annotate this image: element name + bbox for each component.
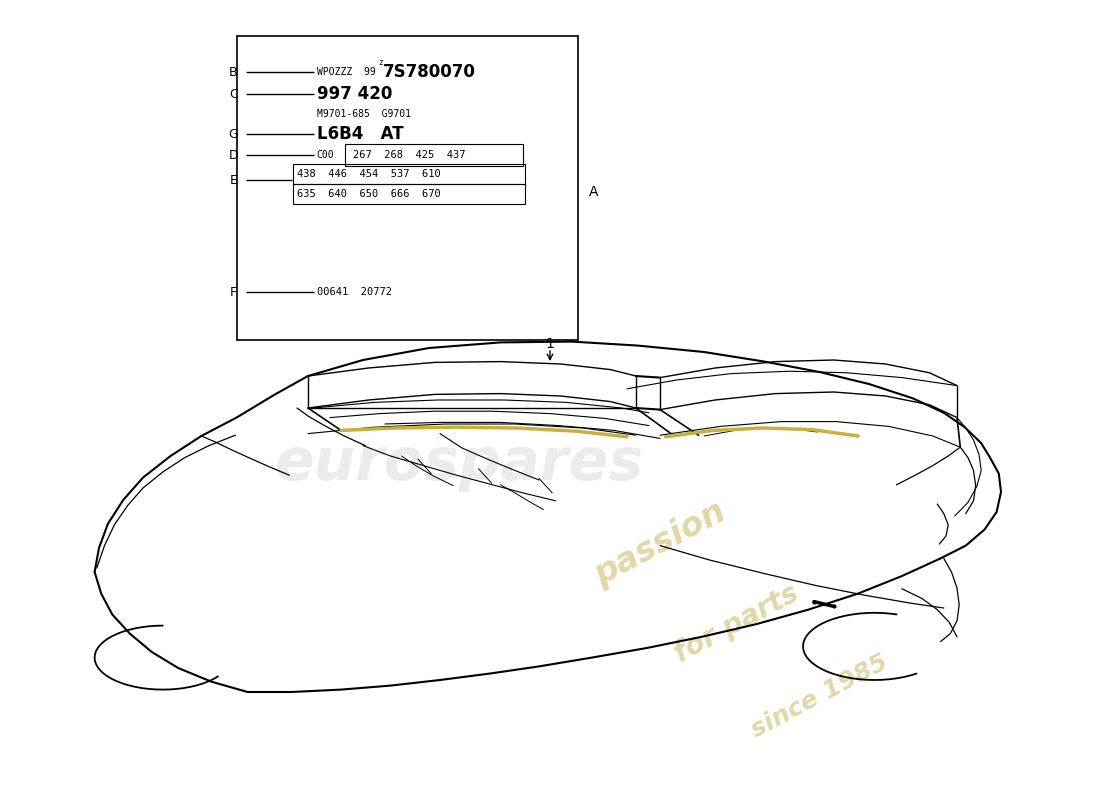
Text: 997 420: 997 420 [317, 86, 393, 103]
Text: 267  268  425  437: 267 268 425 437 [353, 150, 465, 160]
Text: 635  640  650  666  670: 635 640 650 666 670 [297, 189, 441, 198]
Bar [236, 36, 578, 340]
Text: for parts: for parts [670, 579, 804, 669]
Text: D: D [229, 149, 238, 162]
Text: L6B4   AT: L6B4 AT [317, 126, 404, 143]
Text: F: F [230, 286, 236, 298]
Text: since 1985: since 1985 [747, 650, 892, 742]
Text: B: B [229, 66, 238, 78]
Text: 438  446  454  537  610: 438 446 454 537 610 [297, 170, 441, 179]
Text: 00641  20772: 00641 20772 [317, 287, 392, 297]
Bar [293, 164, 525, 184]
Text: C00: C00 [317, 150, 334, 160]
Text: E: E [229, 174, 238, 186]
Text: passion: passion [588, 495, 732, 593]
Bar [345, 144, 522, 166]
Text: WPOZZZ  99: WPOZZZ 99 [317, 67, 375, 77]
Text: C: C [229, 88, 238, 101]
Text: A: A [588, 185, 598, 199]
Text: z: z [378, 58, 383, 67]
Text: G: G [229, 128, 238, 141]
Text: M9701-685  G9701: M9701-685 G9701 [317, 109, 410, 118]
Text: eurospares: eurospares [275, 435, 644, 493]
Text: 7S780070: 7S780070 [383, 63, 475, 81]
Bar [293, 184, 525, 204]
Text: 1: 1 [546, 337, 554, 351]
